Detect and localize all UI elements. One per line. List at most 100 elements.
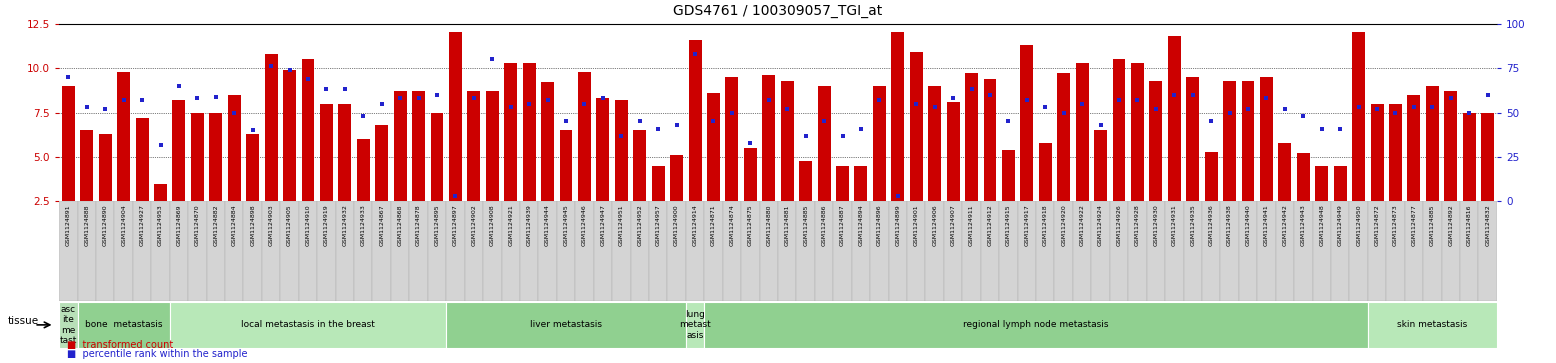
Text: GSM1124920: GSM1124920	[1061, 204, 1066, 246]
Bar	[741, 201, 759, 301]
Text: GSM1124926: GSM1124926	[1117, 204, 1122, 246]
Point	[296, 76, 321, 82]
Bar	[1460, 201, 1478, 301]
Text: GSM1124885: GSM1124885	[803, 204, 808, 246]
Text: GSM1124907: GSM1124907	[951, 204, 955, 246]
Bar	[1424, 201, 1441, 301]
Point	[1346, 104, 1371, 110]
Bar	[1444, 91, 1458, 201]
Text: GSM1124919: GSM1124919	[324, 204, 328, 246]
Bar	[412, 91, 425, 201]
Bar	[576, 201, 594, 301]
Bar	[1313, 201, 1330, 301]
Bar	[705, 201, 722, 301]
Bar	[1242, 81, 1254, 201]
Text: GSM1124927: GSM1124927	[140, 204, 145, 246]
Point	[1273, 106, 1298, 112]
Bar	[1333, 166, 1346, 201]
Point	[185, 95, 210, 101]
Bar	[1368, 201, 1386, 301]
Text: GSM1124932: GSM1124932	[342, 204, 347, 246]
Bar	[817, 86, 831, 201]
Point	[683, 51, 708, 57]
Point	[1144, 106, 1169, 112]
Bar	[725, 77, 739, 201]
Bar	[501, 201, 520, 301]
Bar	[78, 201, 96, 301]
Bar	[1408, 95, 1421, 201]
Bar	[375, 125, 387, 201]
Point	[204, 94, 229, 99]
Bar	[520, 201, 538, 301]
Bar	[944, 201, 962, 301]
Text: GSM1124878: GSM1124878	[415, 204, 422, 246]
Point	[535, 97, 560, 103]
Bar	[1330, 201, 1349, 301]
Point	[885, 193, 910, 199]
Point	[664, 122, 689, 128]
Bar	[870, 201, 888, 301]
Bar	[504, 63, 517, 201]
Bar	[1371, 103, 1383, 201]
Point	[848, 126, 873, 131]
Bar	[1223, 81, 1235, 201]
Bar	[261, 201, 280, 301]
Bar	[706, 93, 720, 201]
Bar	[226, 201, 243, 301]
Text: GSM1124898: GSM1124898	[251, 204, 255, 246]
Bar	[81, 130, 93, 201]
Text: GSM1124875: GSM1124875	[748, 204, 753, 246]
Text: GSM1124884: GSM1124884	[232, 204, 237, 246]
Point	[93, 106, 118, 112]
Text: ■  percentile rank within the sample: ■ percentile rank within the sample	[67, 349, 247, 359]
Bar	[59, 302, 78, 348]
Bar	[1260, 77, 1273, 201]
Bar	[962, 201, 980, 301]
Point	[314, 86, 339, 92]
Point	[129, 97, 154, 103]
Text: GSM1124885: GSM1124885	[1430, 204, 1435, 246]
Bar	[1057, 73, 1071, 201]
Bar	[246, 134, 260, 201]
Point	[462, 95, 487, 101]
Bar	[668, 201, 686, 301]
Point	[904, 101, 929, 106]
Point	[443, 193, 468, 199]
Point	[223, 110, 247, 115]
Text: GSM1124832: GSM1124832	[1484, 204, 1491, 246]
Point	[75, 104, 100, 110]
Bar	[59, 201, 78, 301]
Bar	[633, 130, 646, 201]
Text: GSM1124945: GSM1124945	[563, 204, 568, 246]
Bar	[523, 63, 535, 201]
Bar	[302, 59, 314, 201]
Point	[350, 113, 375, 119]
Bar	[191, 113, 204, 201]
Bar	[372, 201, 391, 301]
Text: GSM1124881: GSM1124881	[784, 204, 790, 246]
Text: regional lymph node metastasis: regional lymph node metastasis	[963, 321, 1109, 329]
Point	[702, 118, 727, 124]
Text: GSM1124928: GSM1124928	[1134, 204, 1141, 246]
Point	[1438, 95, 1463, 101]
Text: GSM1124917: GSM1124917	[1024, 204, 1030, 246]
Text: GSM1124953: GSM1124953	[159, 204, 163, 246]
Text: tissue: tissue	[8, 316, 39, 326]
Bar	[207, 201, 226, 301]
Text: liver metastasis: liver metastasis	[531, 321, 602, 329]
Point	[719, 110, 744, 115]
Point	[1033, 104, 1058, 110]
Bar	[999, 201, 1018, 301]
Text: GSM1124816: GSM1124816	[1467, 204, 1472, 246]
Point	[240, 127, 265, 133]
Bar	[409, 201, 428, 301]
Bar	[1002, 150, 1015, 201]
Bar	[1036, 201, 1055, 301]
Bar	[1075, 63, 1089, 201]
Bar	[447, 201, 465, 301]
Point	[1309, 126, 1333, 131]
Text: GSM1124942: GSM1124942	[1282, 204, 1287, 246]
Point	[1181, 92, 1206, 98]
Text: GSM1124896: GSM1124896	[878, 204, 882, 246]
Text: GSM1124886: GSM1124886	[822, 204, 826, 246]
